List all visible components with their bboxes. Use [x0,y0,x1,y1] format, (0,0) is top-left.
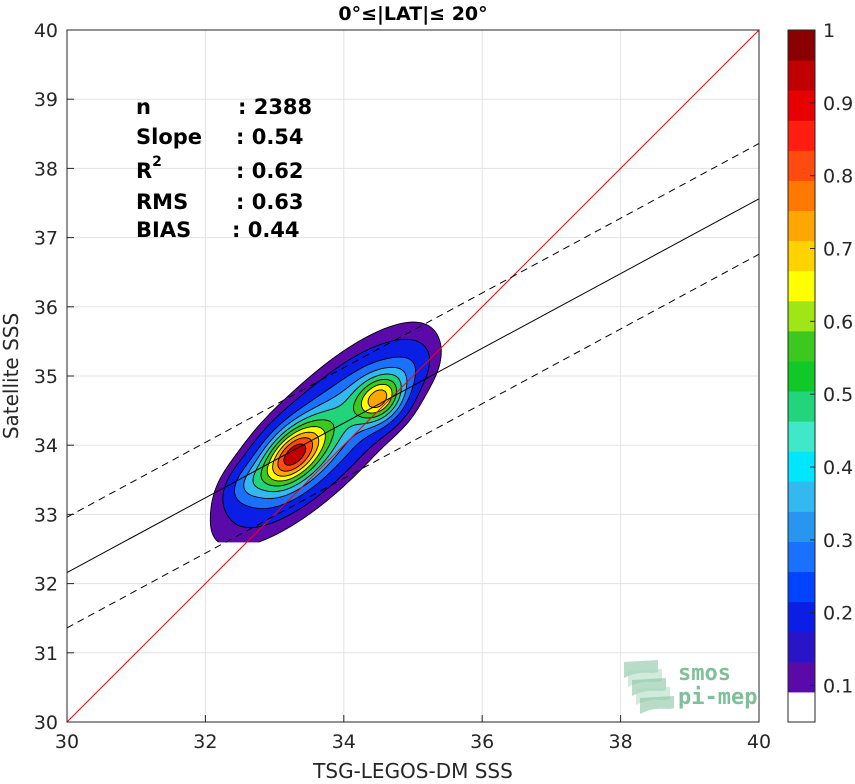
colorbar-segment [788,210,815,242]
contour-line [283,443,307,466]
smos-pimep-logo: smos pi-mep [624,660,757,714]
x-tick-label: 34 [332,731,356,753]
stat-r2-value: : 0.62 [236,159,304,183]
regression-lines [67,30,759,722]
x-tick-label: 30 [55,731,79,753]
colorbar-segment [788,451,815,482]
stat-slope-key: Slope [136,125,202,149]
colorbar-segment [788,60,815,91]
smos-logo-icon [624,660,674,714]
y-tick-label: 34 [34,435,58,457]
colorbar-segment [788,90,815,121]
x-tick-label: 36 [470,731,494,753]
contour-line [222,338,431,529]
colorbar-segment [788,541,815,573]
contour-line [277,437,314,472]
colorbar-segment [788,601,815,633]
x-axis: 30 32 34 36 38 40 [55,715,771,753]
stat-bias-value: : 0.44 [232,218,300,242]
x-axis-label: TSG-LEGOS-DM SSS [312,759,513,783]
stat-r2-letter: R [136,159,152,183]
stat-rms-key: RMS [136,190,188,214]
y-tick-label: 30 [34,712,58,734]
colorbar-tick-label: 0.9 [823,93,853,115]
y-tick-label: 35 [34,366,58,388]
grid [66,29,760,723]
colorbar-segment [788,30,815,61]
stat-r2-superscript: 2 [152,154,162,170]
logo-text-1: smos [678,661,731,686]
stat-bias-key: BIAS [136,218,191,242]
colorbar-segment [788,240,815,272]
y-axis-label: Satellite SSS [0,313,23,439]
line-1:1 [67,30,759,722]
y-tick-label: 33 [34,504,58,526]
colorbar-segment [788,511,815,542]
colorbar-tick-label: 0.1 [823,676,853,698]
colorbar-tick-label: 0.4 [823,457,853,479]
colorbar: 0.1 0.2 0.3 0.4 0.5 0.6 0.7 0.8 0.9 1 [787,20,853,723]
colorbar-frame [787,29,816,723]
x-tick-label: 32 [193,731,217,753]
contour-line [252,373,402,493]
y-tick-label: 39 [34,89,58,111]
contour-line [272,389,388,477]
colorbar-tick-label: 0.8 [823,166,853,188]
chart-title: 0°≤|LAT|≤ 20° [338,3,487,25]
stat-rms-value: : 0.63 [236,190,304,214]
y-tick-label: 38 [34,158,58,180]
colorbar-tick-label: 0.7 [823,239,853,261]
density-contours [209,321,442,543]
colorbar-segment [788,150,815,181]
colorbar-segment [788,270,815,302]
contour-line [266,383,393,482]
stats-box: n : 2388 Slope : 0.54 R2 : 0.62 RMS : 0.… [136,95,312,242]
colorbar-segment [788,481,815,512]
contour-line [209,321,442,543]
logo-text-2: pi-mep [678,685,757,710]
colorbar-segment [788,120,815,151]
colorbar-segment [788,661,815,693]
y-tick-label: 32 [34,574,58,596]
colorbar-segment [788,631,815,663]
contour-line [234,356,417,509]
y-axis: 30 31 32 33 34 35 36 37 38 39 40 [34,20,74,734]
line-fit [67,198,759,573]
y-tick-label: 40 [34,20,58,42]
contour-line [260,378,398,487]
x-tick-label: 38 [609,731,633,753]
colorbar-segment [788,571,815,603]
colorbar-segment [788,300,815,332]
colorbar-segment [788,180,815,212]
logo-ribbon [640,696,674,714]
stat-n-value: : 2388 [238,95,312,119]
y-tick-label: 37 [34,228,58,250]
colorbar-segment [788,691,815,723]
x-tick-label: 40 [747,731,771,753]
stat-n-key: n [136,95,151,119]
colorbar-segment [788,330,815,362]
colorbar-segment [788,360,815,392]
colorbar-segment [788,391,815,422]
stat-slope-value: : 0.54 [236,125,304,149]
colorbar-tick-label: 0.5 [823,384,853,406]
stat-r2-key: R2 [136,154,162,183]
colorbar-tick-label: 1 [823,20,835,42]
colorbar-tick-label: 0.2 [823,603,853,625]
colorbar-tick-label: 0.3 [823,530,853,552]
y-tick-label: 31 [34,643,58,665]
colorbar-segment [788,421,815,452]
y-tick-label: 36 [34,297,58,319]
colorbar-tick-label: 0.6 [823,311,853,333]
